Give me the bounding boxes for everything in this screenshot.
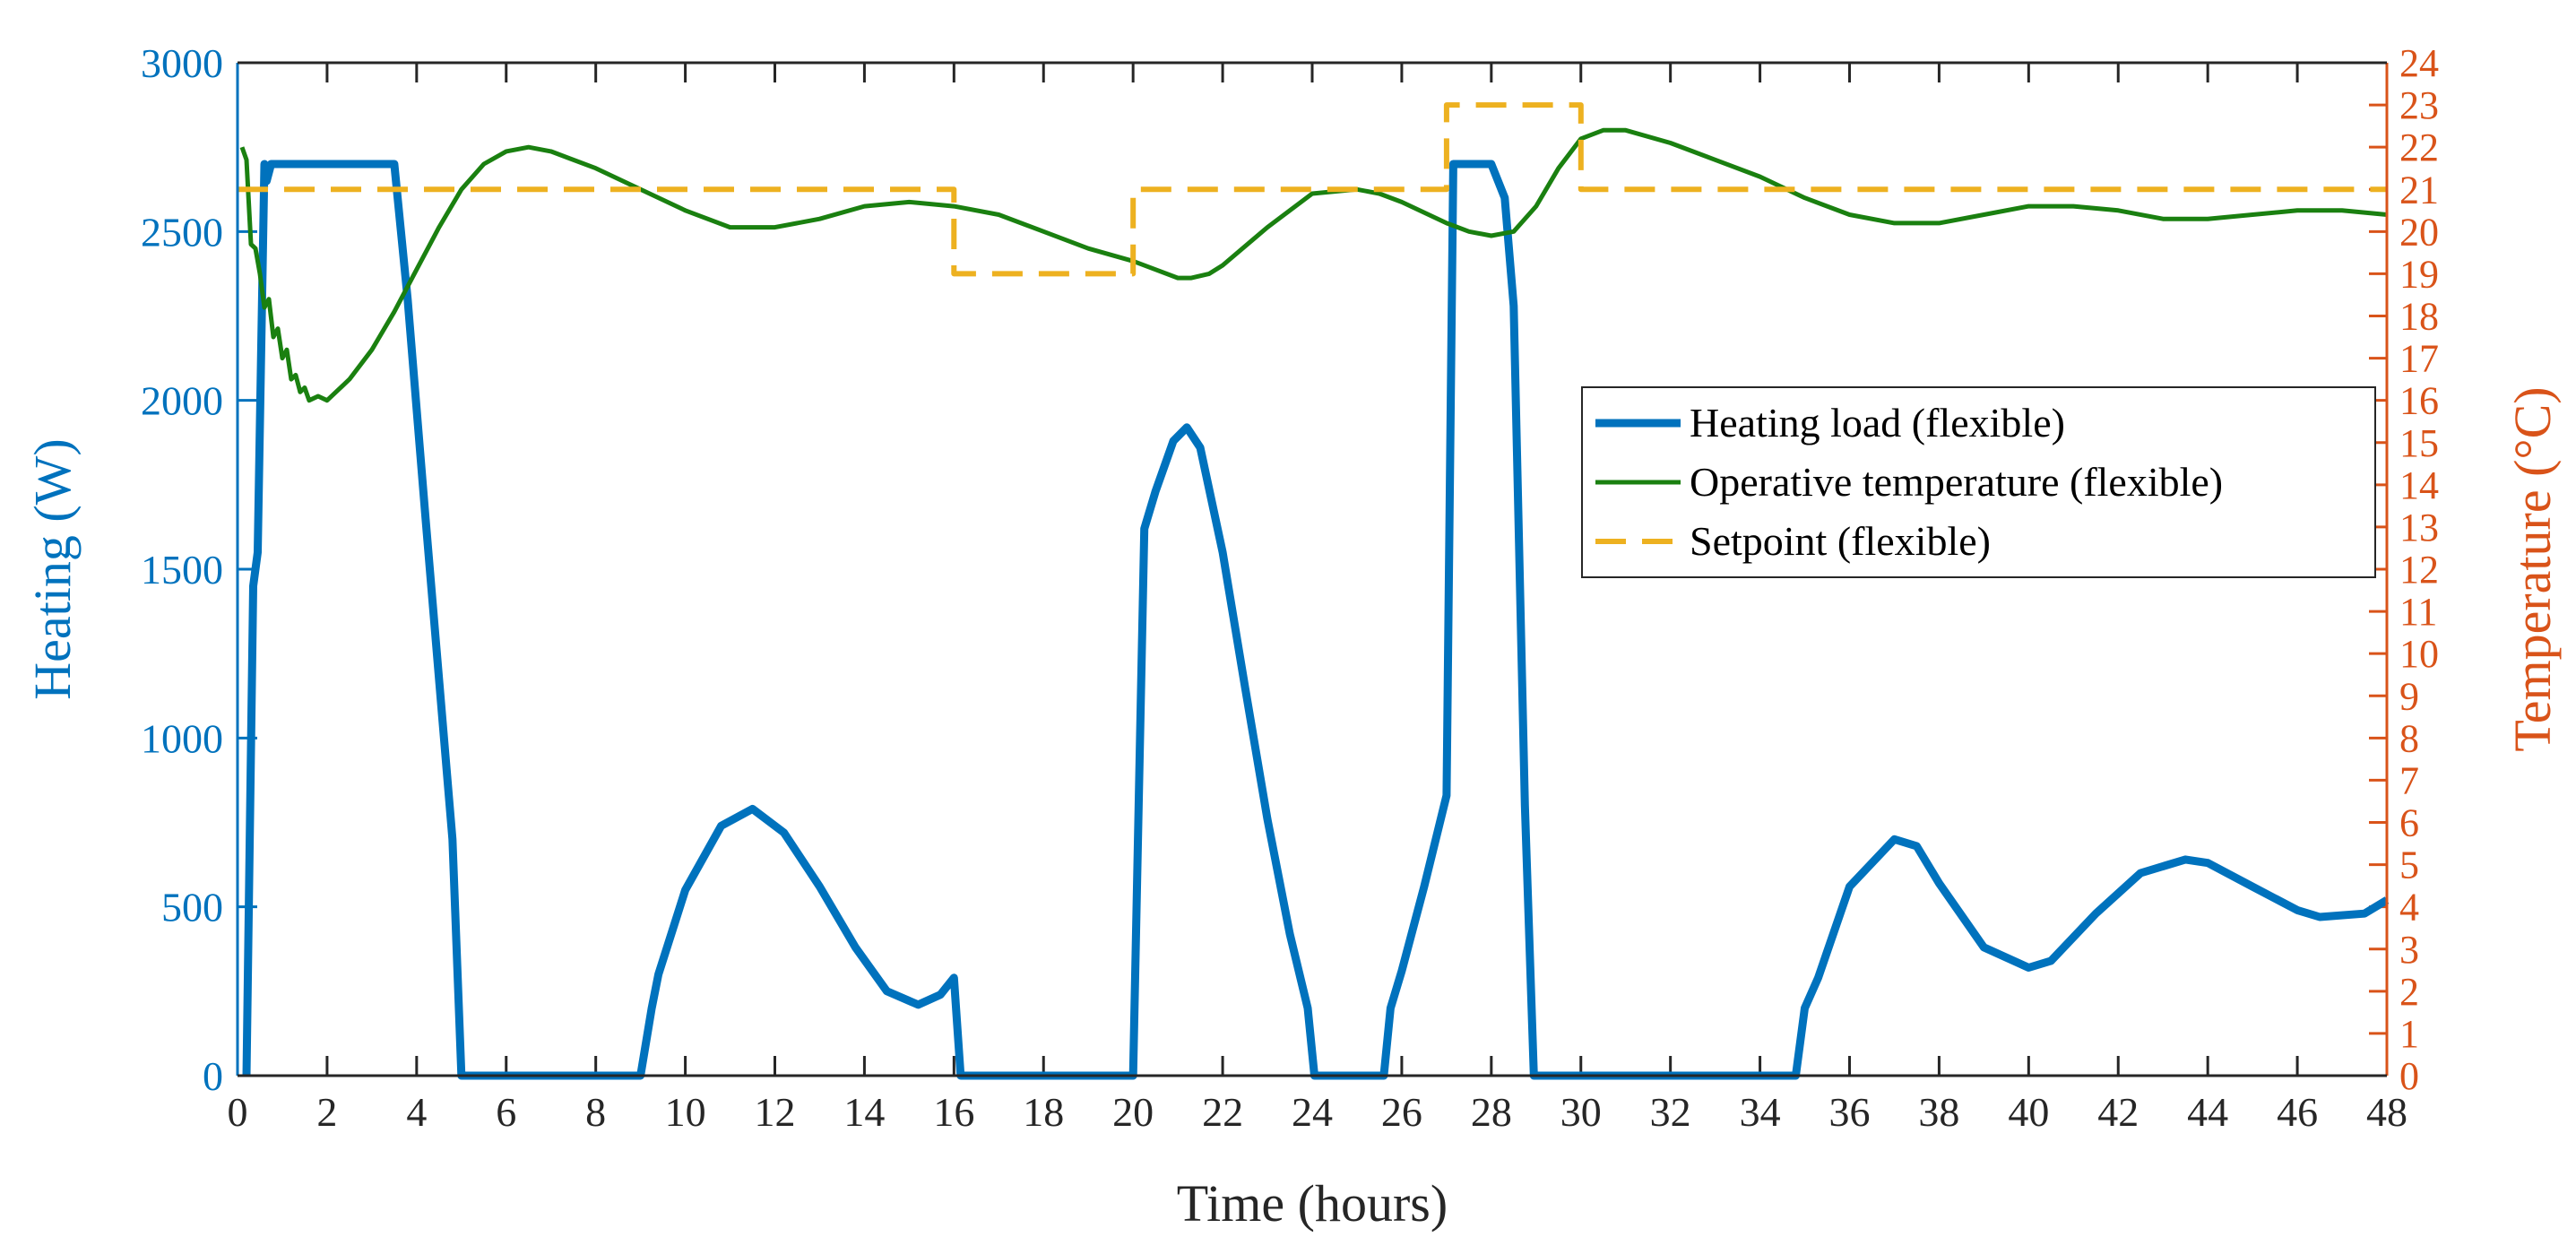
x-ticks-group: 0 2 4 6 8 10 12 14 16 18 20 22 24 26 28 30 32 34 36 38 40 42 4… <box>228 63 2407 1135</box>
x-tick-label: 30 <box>1560 1089 1602 1135</box>
y-left-tick-label: 2500 <box>141 209 223 255</box>
x-tick-label: 44 <box>2187 1089 2228 1135</box>
legend-box <box>1581 386 2376 578</box>
y-right-tick-label: 2 <box>2399 970 2419 1014</box>
x-tick-label: 20 <box>1112 1089 1154 1135</box>
y-right-tick-label: 16 <box>2399 379 2439 423</box>
y-axis-right-title: Temperature (°C) <box>2503 386 2562 751</box>
y-right-tick-label: 20 <box>2399 210 2439 254</box>
x-tick-label: 48 <box>2366 1089 2407 1135</box>
series-line-heating-load <box>242 160 2390 1080</box>
y-right-tick-label: 18 <box>2399 295 2439 339</box>
y-right-tick-label: 6 <box>2399 801 2419 845</box>
legend-label-setpoint: Setpoint (flexible) <box>1690 518 1991 564</box>
y-right-tick-label: 24 <box>2399 41 2439 85</box>
x-tick-label: 0 <box>228 1089 248 1135</box>
series-line-operative-temperature <box>239 127 2388 403</box>
y-right-tick-label: 19 <box>2399 252 2439 296</box>
x-tick-label: 22 <box>1202 1089 1243 1135</box>
y-right-tick-label: 5 <box>2399 843 2419 887</box>
y-right-tick-label: 21 <box>2399 168 2439 212</box>
x-tick-label: 24 <box>1292 1089 1333 1135</box>
y-right-tick-label: 10 <box>2399 632 2439 676</box>
x-tick-label: 28 <box>1471 1089 1512 1135</box>
legend: Heating load (flexible) Operative temper… <box>1581 386 2376 578</box>
y-right-tick-label: 7 <box>2399 758 2419 802</box>
y-left-tick-label: 2000 <box>141 378 223 424</box>
y-right-tick-label: 1 <box>2399 1012 2419 1056</box>
series-line-setpoint <box>238 102 2387 277</box>
y-left-tick-label: 1000 <box>141 715 223 761</box>
plot-area <box>238 102 2390 1080</box>
y-right-tick-label: 3 <box>2399 928 2419 972</box>
y-right-tick-label: 17 <box>2399 337 2439 381</box>
x-tick-label: 32 <box>1650 1089 1691 1135</box>
x-tick-label: 18 <box>1023 1089 1064 1135</box>
left-ticks-group: 0 500 1000 1500 2000 2500 3000 <box>141 40 257 1099</box>
y-axis-left-title: Heating (W) <box>23 438 82 699</box>
y-right-tick-label: 13 <box>2399 506 2439 549</box>
x-tick-label: 14 <box>843 1089 885 1135</box>
y-right-tick-label: 9 <box>2399 674 2419 718</box>
x-tick-label: 10 <box>665 1089 706 1135</box>
y-left-tick-label: 0 <box>203 1053 223 1099</box>
x-tick-label: 2 <box>316 1089 337 1135</box>
y-right-tick-label: 8 <box>2399 716 2419 760</box>
x-tick-label: 38 <box>1918 1089 1959 1135</box>
x-tick-label: 6 <box>496 1089 516 1135</box>
x-tick-label: 8 <box>585 1089 606 1135</box>
x-tick-label: 12 <box>755 1089 796 1135</box>
y-right-tick-label: 14 <box>2399 463 2439 507</box>
legend-label-heating-load: Heating load (flexible) <box>1690 400 2065 445</box>
y-left-tick-label: 500 <box>161 885 223 930</box>
y-right-tick-label: 4 <box>2399 886 2419 930</box>
y-right-tick-label: 23 <box>2399 83 2439 127</box>
y-right-tick-label: 11 <box>2399 590 2437 634</box>
x-tick-label: 16 <box>933 1089 974 1135</box>
legend-label-operative-temperature: Operative temperature (flexible) <box>1690 459 2223 505</box>
x-tick-label: 36 <box>1829 1089 1871 1135</box>
x-tick-label: 34 <box>1740 1089 1781 1135</box>
x-axis-title: Time (hours) <box>1177 1174 1448 1233</box>
x-tick-label: 46 <box>2277 1089 2318 1135</box>
y-right-tick-label: 15 <box>2399 421 2439 465</box>
x-tick-label: 42 <box>2097 1089 2139 1135</box>
x-tick-label: 40 <box>2008 1089 2049 1135</box>
y-left-tick-label: 1500 <box>141 547 223 593</box>
y-right-tick-label: 0 <box>2399 1054 2419 1098</box>
y-left-tick-label: 3000 <box>141 40 223 86</box>
x-tick-label: 26 <box>1381 1089 1422 1135</box>
y-right-tick-label: 22 <box>2399 125 2439 169</box>
x-tick-label: 4 <box>406 1089 427 1135</box>
y-right-tick-label: 12 <box>2399 548 2439 592</box>
